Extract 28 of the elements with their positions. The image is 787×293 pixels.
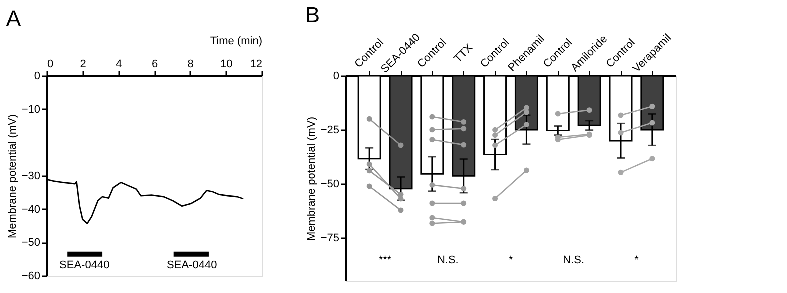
- x-tick-label: 12: [250, 58, 262, 70]
- x-tick-label: 2: [80, 58, 86, 70]
- x-tick-label: 6: [152, 58, 158, 70]
- x-tick-label: 0: [48, 58, 54, 70]
- x-axis-title: Time (min): [210, 36, 262, 48]
- y-tick-label: −25: [320, 124, 340, 136]
- y-tick-label: −60: [22, 270, 40, 282]
- annotation: *: [508, 254, 514, 266]
- y-tick-label: −40: [22, 204, 40, 216]
- chart-title: B: [305, 2, 320, 28]
- annotation: SEA-0440: [167, 259, 218, 272]
- y-tick-label: −10: [22, 104, 40, 116]
- y-axis-title: Membrane potential (mV): [306, 116, 318, 242]
- y-tick-label: −30: [22, 170, 40, 182]
- y-tick-label: −50: [320, 178, 340, 190]
- y-axis-title: Membrane potential (mV): [6, 114, 19, 239]
- x-tick-label: TTX: [452, 42, 476, 66]
- annotation: ***: [378, 254, 392, 266]
- x-tick-label: 4: [116, 58, 122, 70]
- chart-title: A: [6, 6, 22, 31]
- annotation: N.S.: [437, 254, 459, 266]
- y-tick-label: −75: [320, 232, 340, 244]
- annotation: *: [634, 254, 640, 266]
- x-tick-label: 8: [188, 58, 194, 70]
- x-tick-label: 10: [220, 58, 233, 70]
- annotation: N.S.: [563, 254, 585, 266]
- annotation: SEA-0440: [60, 259, 110, 272]
- y-tick-label: −50: [22, 237, 40, 250]
